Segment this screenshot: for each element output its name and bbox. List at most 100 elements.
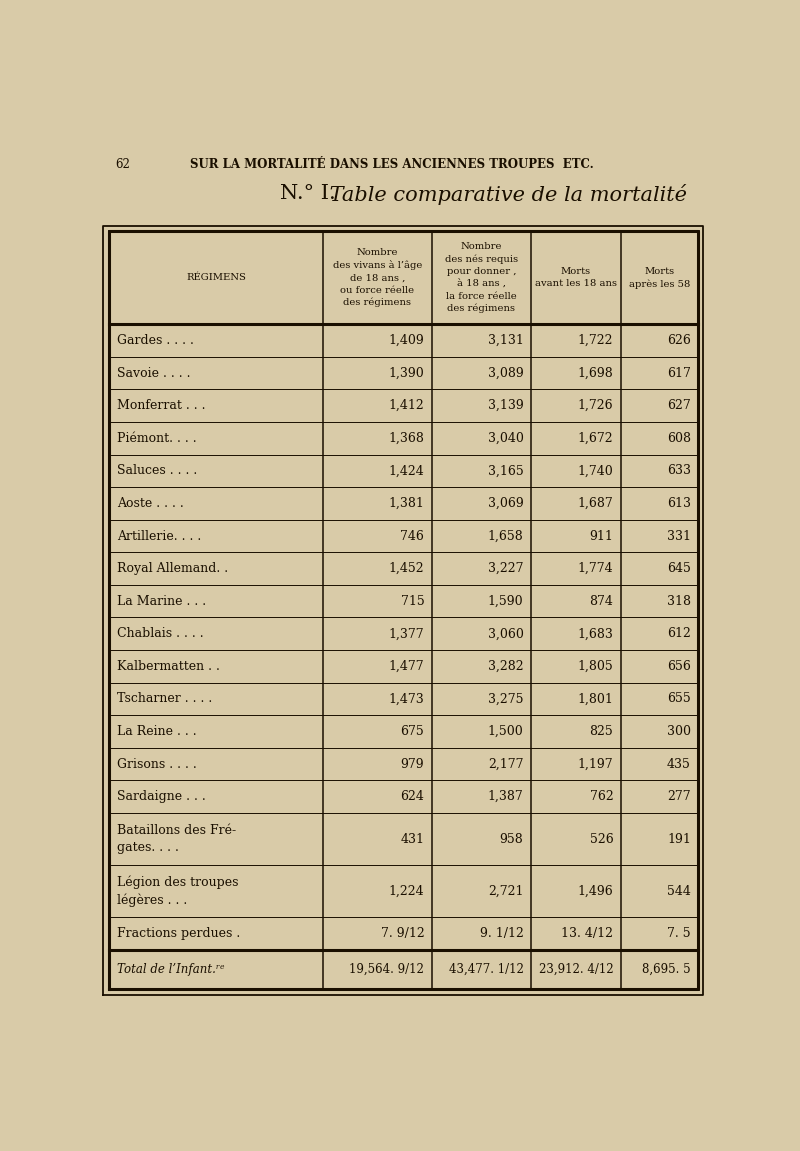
Text: 7. 5: 7. 5: [667, 927, 691, 940]
Text: 3,060: 3,060: [487, 627, 523, 640]
Text: Fractions perdues .: Fractions perdues .: [117, 927, 240, 940]
Text: Légion des troupes
légères . . .: Légion des troupes légères . . .: [117, 876, 238, 907]
Text: Tscharner . . . .: Tscharner . . . .: [117, 693, 212, 706]
Text: 318: 318: [667, 595, 691, 608]
Text: Morts
après les 58: Morts après les 58: [629, 267, 690, 289]
Text: Artillerie. . . .: Artillerie. . . .: [117, 529, 201, 542]
Text: 43,477. 1/12: 43,477. 1/12: [449, 963, 523, 976]
Text: 958: 958: [500, 832, 523, 846]
Text: 675: 675: [401, 725, 424, 738]
Text: 1,381: 1,381: [388, 497, 424, 510]
Text: 1,500: 1,500: [488, 725, 523, 738]
Text: 544: 544: [667, 885, 691, 898]
Text: 3,089: 3,089: [488, 367, 523, 380]
Text: 2,177: 2,177: [488, 757, 523, 771]
Text: 608: 608: [667, 432, 691, 444]
Text: 19,564. 9/12: 19,564. 9/12: [350, 963, 424, 976]
Text: 1,698: 1,698: [578, 367, 614, 380]
Text: 1,687: 1,687: [578, 497, 614, 510]
Text: RÉGIMENS: RÉGIMENS: [186, 273, 246, 282]
Text: 3,069: 3,069: [488, 497, 523, 510]
Text: 633: 633: [667, 464, 691, 478]
Text: 1,412: 1,412: [389, 399, 424, 412]
Text: 624: 624: [400, 791, 424, 803]
Text: Aoste . . . .: Aoste . . . .: [117, 497, 183, 510]
Text: 645: 645: [667, 562, 691, 576]
Text: 13. 4/12: 13. 4/12: [562, 927, 614, 940]
Text: 1,740: 1,740: [578, 464, 614, 478]
Text: Savoie . . . .: Savoie . . . .: [117, 367, 190, 380]
Text: Morts
avant les 18 ans: Morts avant les 18 ans: [535, 267, 617, 288]
Text: La Reine . . .: La Reine . . .: [117, 725, 196, 738]
Text: 1,658: 1,658: [488, 529, 523, 542]
Text: 435: 435: [667, 757, 691, 771]
Text: 613: 613: [667, 497, 691, 510]
Text: 1,801: 1,801: [578, 693, 614, 706]
Text: 1,368: 1,368: [388, 432, 424, 444]
Text: 979: 979: [401, 757, 424, 771]
Text: 23,912. 4/12: 23,912. 4/12: [538, 963, 614, 976]
Text: 825: 825: [590, 725, 614, 738]
Text: Sardaigne . . .: Sardaigne . . .: [117, 791, 206, 803]
Text: Royal Allemand. .: Royal Allemand. .: [117, 562, 228, 576]
Text: 762: 762: [590, 791, 614, 803]
Text: 656: 656: [667, 660, 691, 673]
Text: 1,452: 1,452: [389, 562, 424, 576]
Text: 1,726: 1,726: [578, 399, 614, 412]
Text: Total de l’Infant.ʳᵉ: Total de l’Infant.ʳᵉ: [117, 963, 224, 976]
Text: 8,695. 5: 8,695. 5: [642, 963, 691, 976]
Text: Gardes . . . .: Gardes . . . .: [117, 334, 194, 348]
Text: La Marine . . .: La Marine . . .: [117, 595, 206, 608]
Text: 3,131: 3,131: [487, 334, 523, 348]
Text: 1,477: 1,477: [389, 660, 424, 673]
Text: 300: 300: [667, 725, 691, 738]
Text: 1,496: 1,496: [578, 885, 614, 898]
Text: 1,774: 1,774: [578, 562, 614, 576]
Text: 3,275: 3,275: [488, 693, 523, 706]
Text: Bataillons des Fré-
gates. . . .: Bataillons des Fré- gates. . . .: [117, 824, 236, 854]
Text: 1,377: 1,377: [389, 627, 424, 640]
Text: 431: 431: [400, 832, 424, 846]
Text: 612: 612: [667, 627, 691, 640]
Text: 911: 911: [590, 529, 614, 542]
Text: 191: 191: [667, 832, 691, 846]
Text: 626: 626: [667, 334, 691, 348]
Text: 1,197: 1,197: [578, 757, 614, 771]
Text: Table comparative de la mortalité: Table comparative de la mortalité: [323, 184, 687, 205]
Text: 1,590: 1,590: [488, 595, 523, 608]
Text: Grisons . . . .: Grisons . . . .: [117, 757, 197, 771]
Text: Nombre
des nés requis
pour donner ,
à 18 ans ,
la force réelle
des régimens: Nombre des nés requis pour donner , à 18…: [445, 242, 518, 313]
Text: 655: 655: [667, 693, 691, 706]
Text: SUR LA MORTALITÉ DANS LES ANCIENNES TROUPES  ETC.: SUR LA MORTALITÉ DANS LES ANCIENNES TROU…: [190, 158, 594, 170]
Text: 617: 617: [667, 367, 691, 380]
Text: 9. 1/12: 9. 1/12: [479, 927, 523, 940]
Text: 1,390: 1,390: [389, 367, 424, 380]
Text: 2,721: 2,721: [488, 885, 523, 898]
Text: 1,473: 1,473: [389, 693, 424, 706]
Text: 1,672: 1,672: [578, 432, 614, 444]
Text: Monferrat . . .: Monferrat . . .: [117, 399, 206, 412]
Text: 3,282: 3,282: [488, 660, 523, 673]
Text: 746: 746: [400, 529, 424, 542]
Text: 277: 277: [667, 791, 691, 803]
Text: Chablais . . . .: Chablais . . . .: [117, 627, 203, 640]
Text: 1,805: 1,805: [578, 660, 614, 673]
Text: 1,722: 1,722: [578, 334, 614, 348]
Text: 3,139: 3,139: [488, 399, 523, 412]
Text: 3,040: 3,040: [487, 432, 523, 444]
Text: Piémont. . . .: Piémont. . . .: [117, 432, 196, 444]
Text: 62: 62: [115, 158, 130, 170]
Text: Nombre
des vivans à l’âge
de 18 ans ,
ou force réelle
des régimens: Nombre des vivans à l’âge de 18 ans , ou…: [333, 247, 422, 307]
Text: 715: 715: [401, 595, 424, 608]
Text: 1,683: 1,683: [578, 627, 614, 640]
Text: 1,424: 1,424: [389, 464, 424, 478]
Text: N.° I.: N.° I.: [280, 184, 335, 204]
Text: 3,227: 3,227: [488, 562, 523, 576]
Text: 7. 9/12: 7. 9/12: [381, 927, 424, 940]
Text: 1,387: 1,387: [488, 791, 523, 803]
Text: 3,165: 3,165: [488, 464, 523, 478]
Text: 526: 526: [590, 832, 614, 846]
Text: 1,224: 1,224: [389, 885, 424, 898]
Text: 874: 874: [590, 595, 614, 608]
Text: 1,409: 1,409: [389, 334, 424, 348]
